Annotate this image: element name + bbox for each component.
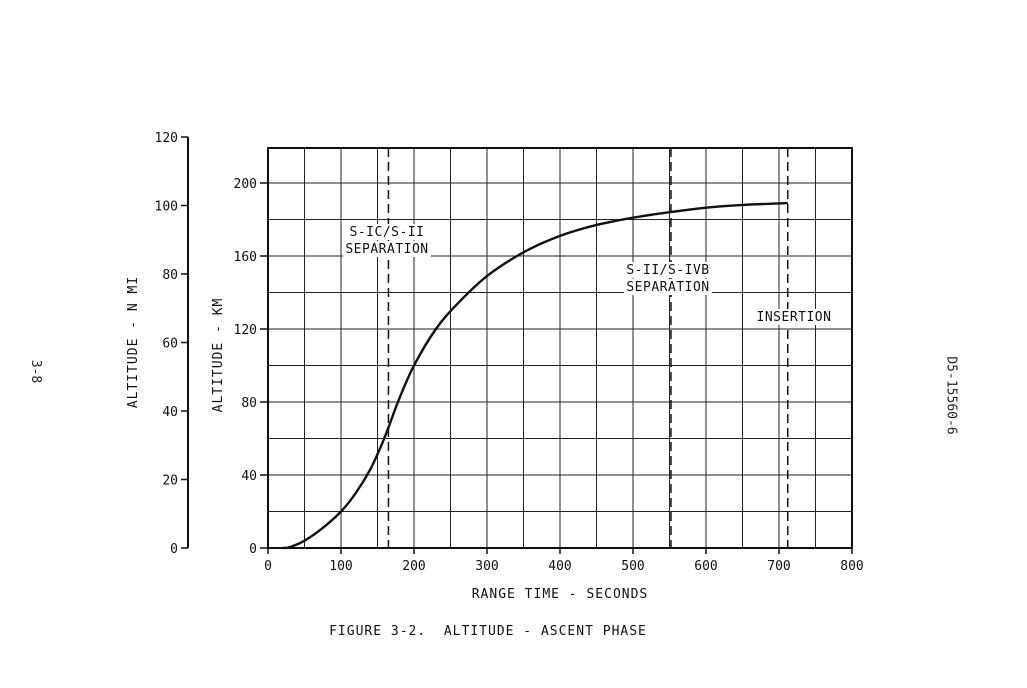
y-tick-label: 0 [249, 542, 257, 557]
event-label: SEPARATION [626, 280, 709, 295]
y-tick-label: 40 [241, 469, 257, 484]
x-tick-label: 200 [402, 559, 425, 574]
y-tick-label-secondary: 0 [170, 542, 178, 557]
event-label: S-II/S-IVB [626, 263, 709, 278]
x-tick-label: 600 [694, 559, 717, 574]
y-tick-label: 80 [241, 396, 257, 411]
y-tick-label: 160 [234, 250, 257, 265]
altitude-curve [282, 201, 788, 550]
series [282, 201, 788, 550]
x-tick-label: 800 [840, 559, 863, 574]
event-label: INSERTION [757, 310, 832, 325]
y-tick-label-secondary: 40 [162, 405, 178, 420]
y-tick-label-secondary: 20 [162, 474, 178, 489]
chart-title: FIGURE 3-2. ALTITUDE - ASCENT PHASE [329, 624, 647, 639]
y-tick-label: 200 [234, 177, 257, 192]
x-tick-label: 400 [548, 559, 571, 574]
x-tick-label: 0 [264, 559, 272, 574]
x-tick-label: 100 [329, 559, 352, 574]
y-tick-label-secondary: 100 [155, 200, 178, 215]
y-tick-label-secondary: 80 [162, 268, 178, 283]
x-axis-label: RANGE TIME - SECONDS [472, 587, 649, 602]
event-label-bg [624, 262, 712, 278]
event-label-bg [347, 224, 427, 240]
y-axis-label-km: ALTITUDE - KM [211, 298, 226, 413]
x-tick-label: 300 [475, 559, 498, 574]
event-markers: S-IC/S-II SEPARATION S-II/S-IVB SEPARATION I… [343, 148, 834, 548]
event-label: SEPARATION [345, 242, 428, 257]
event-label-bg [624, 279, 712, 295]
y-tick-label-secondary: 120 [155, 131, 178, 146]
event-label-bg [754, 309, 834, 325]
y-tick-label: 120 [234, 323, 257, 338]
x-tick-label: 500 [621, 559, 644, 574]
y-tick-label-secondary: 60 [162, 337, 178, 352]
grid [268, 148, 852, 548]
x-tick-label: 700 [767, 559, 790, 574]
axes: 0 100 200 300 400 500 600 700 800 0 40 80 120 160 200 0… [155, 131, 864, 574]
event-label-bg [343, 241, 431, 257]
event-label: S-IC/S-II [350, 225, 425, 240]
y-axis-label-nmi: ALTITUDE - N MI [126, 276, 141, 408]
